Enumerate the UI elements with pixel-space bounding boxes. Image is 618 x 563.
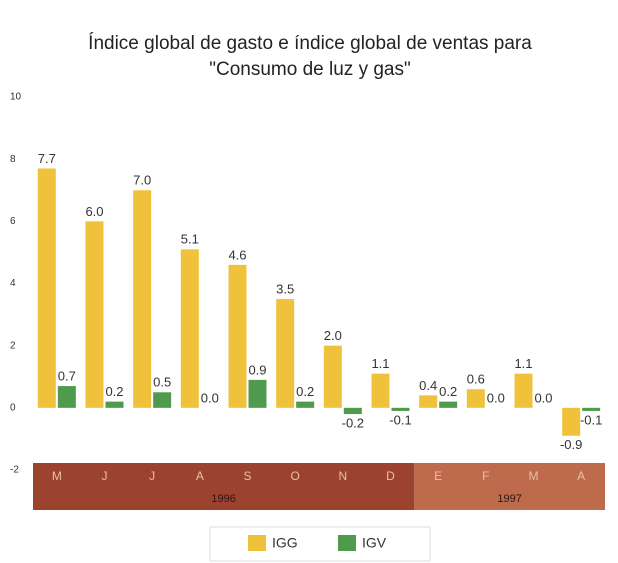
bar: [514, 373, 533, 408]
value-label: 0.4: [419, 378, 437, 393]
bar: [371, 373, 390, 408]
x-tick-label: E: [434, 469, 442, 483]
value-label: 5.1: [181, 232, 199, 247]
value-label: 0.2: [296, 384, 314, 399]
value-label: 2.0: [324, 328, 342, 343]
x-tick-label: S: [243, 469, 251, 483]
bar: [153, 392, 172, 408]
bar: [466, 389, 485, 408]
value-label: 1.1: [514, 356, 532, 371]
value-label: -0.2: [342, 415, 364, 430]
y-tick-label: 4: [10, 278, 16, 289]
value-label: 0.0: [487, 390, 505, 405]
chart-title: "Consumo de luz y gas": [209, 59, 410, 80]
y-tick-label: -2: [10, 465, 19, 476]
value-label: 0.7: [58, 369, 76, 384]
bar: [248, 379, 267, 408]
bar: [57, 386, 76, 408]
bar: [439, 401, 458, 408]
bar: [323, 345, 342, 408]
x-tick-label: N: [338, 469, 347, 483]
bar: [562, 407, 581, 436]
value-label: 7.0: [133, 173, 151, 188]
bar: [85, 221, 104, 408]
value-label: 0.6: [467, 372, 485, 387]
value-label: 0.5: [153, 375, 171, 390]
value-label: 0.2: [105, 384, 123, 399]
bar: [419, 395, 438, 408]
value-label: -0.1: [389, 412, 411, 427]
category-band: [414, 463, 605, 510]
bar: [391, 407, 410, 411]
x-tick-label: A: [577, 469, 585, 483]
x-tick-label: F: [482, 469, 489, 483]
bar: [180, 249, 199, 408]
value-label: 3.5: [276, 281, 294, 296]
value-label: -0.9: [560, 437, 582, 452]
value-label: -0.1: [580, 412, 602, 427]
bar: [582, 407, 601, 411]
value-label: 6.0: [85, 204, 103, 219]
bar: [37, 168, 56, 408]
y-tick-label: 8: [10, 154, 16, 165]
bar: [296, 401, 315, 408]
y-tick-label: 0: [10, 402, 16, 413]
x-tick-label: O: [290, 469, 299, 483]
bar: [133, 190, 152, 408]
legend-box: [209, 526, 431, 562]
x-tick-label: M: [52, 469, 62, 483]
y-tick-label: 6: [10, 216, 16, 227]
value-label: 7.7: [38, 151, 56, 166]
value-label: 1.1: [371, 356, 389, 371]
x-tick-label: A: [196, 469, 204, 483]
legend-label: IGV: [362, 535, 387, 551]
value-label: 0.0: [534, 390, 552, 405]
legend-label: IGG: [272, 535, 298, 551]
x-tick-label: D: [386, 469, 395, 483]
bar: [343, 407, 362, 415]
x-tick-label: J: [149, 469, 155, 483]
chart-title: Índice global de gasto e índice global d…: [88, 33, 532, 54]
value-label: 0.9: [248, 362, 266, 377]
bar: [276, 299, 295, 408]
bar: [228, 264, 247, 408]
legend-swatch: [248, 535, 266, 551]
legend-swatch: [338, 535, 356, 551]
bar: [105, 401, 124, 408]
y-tick-label: 2: [10, 340, 16, 351]
value-label: 0.2: [439, 384, 457, 399]
value-label: 4.6: [228, 247, 246, 262]
x-tick-label: M: [529, 469, 539, 483]
category-band: [33, 463, 415, 510]
value-label: 0.0: [201, 390, 219, 405]
x-tick-label: J: [102, 469, 108, 483]
group-label: 1996: [211, 493, 235, 505]
y-tick-label: 10: [10, 92, 22, 103]
group-label: 1997: [497, 493, 521, 505]
